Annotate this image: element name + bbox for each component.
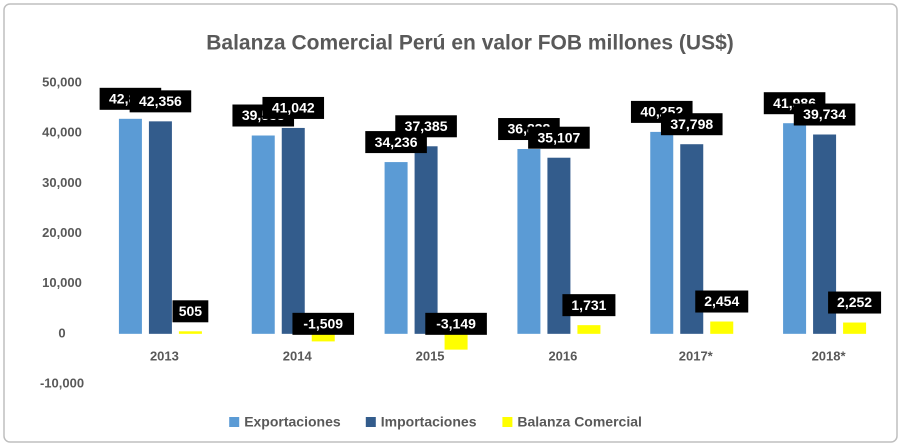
chart-title: Balanza Comercial Perú en valor FOB mill…	[206, 32, 734, 55]
data-label-box	[172, 300, 209, 323]
legend-swatch	[229, 417, 240, 427]
data-label: -1,509	[303, 316, 343, 332]
data-label: 2,454	[704, 293, 739, 309]
y-tick-label: 30,000	[42, 175, 82, 190]
y-tick-label: 0	[58, 325, 65, 340]
bar	[843, 322, 867, 334]
data-label: 1,731	[571, 297, 606, 313]
bar	[281, 127, 305, 334]
y-tick-label: 40,000	[42, 125, 82, 140]
data-label: 41,042	[272, 100, 315, 116]
data-label: -3,149	[436, 316, 476, 332]
y-tick-label: 10,000	[42, 275, 82, 290]
legend-label: Importaciones	[381, 414, 477, 430]
data-label-box	[660, 113, 723, 136]
bar	[444, 333, 468, 350]
bar	[148, 121, 172, 334]
bar	[547, 157, 571, 334]
legend-swatch	[502, 417, 513, 427]
data-label: 35,107	[538, 129, 581, 145]
data-label-box	[793, 103, 856, 126]
legend-label: Balanza Comercial	[517, 414, 642, 430]
bar	[178, 331, 202, 334]
x-tick-label: 2013	[150, 348, 179, 363]
bar	[311, 333, 335, 342]
bar	[577, 325, 601, 334]
data-label: 2,252	[837, 294, 872, 310]
bar	[650, 131, 674, 334]
data-label-box	[425, 312, 487, 335]
data-label-box	[129, 90, 192, 113]
data-label: 42,356	[139, 93, 182, 109]
legend-swatch	[365, 417, 376, 427]
x-tick-label: 2018*	[812, 348, 847, 363]
x-tick-label: 2015	[416, 348, 445, 363]
bar	[813, 134, 837, 334]
data-label: 37,798	[670, 116, 713, 132]
data-label-box	[528, 126, 590, 149]
bar	[414, 146, 438, 334]
data-label: 39,734	[803, 106, 846, 122]
data-label: 37,385	[405, 118, 448, 134]
data-label: 505	[179, 303, 203, 319]
bar	[118, 118, 142, 334]
data-label-box	[395, 115, 457, 138]
y-tick-label: 20,000	[42, 225, 82, 240]
x-tick-label: 2017*	[679, 348, 714, 363]
bar	[710, 321, 734, 334]
bar	[251, 135, 275, 334]
bar	[783, 123, 807, 334]
x-tick-label: 2014	[283, 348, 313, 363]
data-label-box	[292, 312, 355, 335]
bar	[517, 149, 541, 334]
y-tick-label: 50,000	[42, 74, 82, 89]
data-label-box	[262, 96, 325, 119]
y-tick-label: -10,000	[40, 375, 84, 390]
data-label: 34,236	[375, 134, 418, 150]
data-label-box	[562, 294, 616, 317]
bar	[680, 144, 704, 334]
bar	[384, 162, 408, 334]
data-label-box	[828, 291, 882, 314]
legend-label: Exportaciones	[244, 414, 341, 430]
x-tick-label: 2016	[548, 348, 577, 363]
data-label-box	[695, 290, 749, 313]
